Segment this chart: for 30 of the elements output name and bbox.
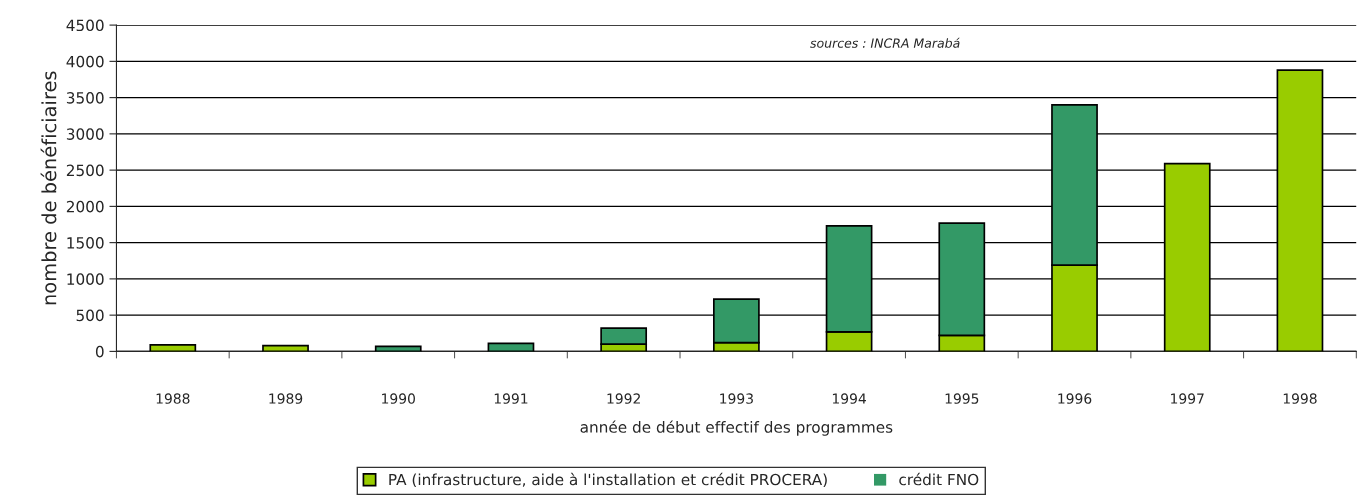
x-tick-label: 1992 [607, 393, 640, 404]
legend-label: crédit FNO [899, 472, 979, 486]
x-tick-label: 1998 [1283, 393, 1317, 404]
legend-label: PA (infrastructure, aide à l'installation et crédit PROCERA) [389, 472, 827, 488]
x-tick-label: 1990 [382, 393, 415, 404]
y-tick-label: 0 [95, 345, 104, 358]
y-tick-label: 4500 [66, 19, 104, 32]
x-tick-label: 1993 [720, 393, 753, 404]
x-tick-label: 1991 [494, 393, 528, 404]
bar [374, 345, 422, 352]
x-tick-label: 1989 [269, 393, 303, 404]
y-tick-label: 2000 [66, 200, 104, 213]
x-axis-title: année de début effectif des programmes [580, 420, 893, 436]
y-tick-label: 1000 [67, 273, 104, 285]
y-tick-label: 1500 [67, 237, 104, 249]
x-tick-label: 1995 [945, 393, 979, 404]
y-tick-label: 3500 [66, 92, 104, 104]
x-tick-label: 1996 [1058, 393, 1092, 404]
y-tick-label: 500 [76, 309, 104, 322]
annotation: sources : INCRA Marabá [810, 37, 960, 48]
x-tick-label: 1988 [156, 393, 190, 404]
y-axis-title: nombre de bénéficiaires [40, 71, 57, 305]
bar [149, 344, 197, 352]
x-tick-label: 1994 [832, 393, 866, 404]
bar [262, 344, 309, 352]
y-tick-label: 4000 [66, 55, 104, 68]
bar [487, 342, 535, 352]
y-tick-label: 3000 [66, 128, 104, 140]
x-tick-label: 1997 [1171, 393, 1204, 404]
y-tick-label: 2500 [66, 164, 104, 177]
